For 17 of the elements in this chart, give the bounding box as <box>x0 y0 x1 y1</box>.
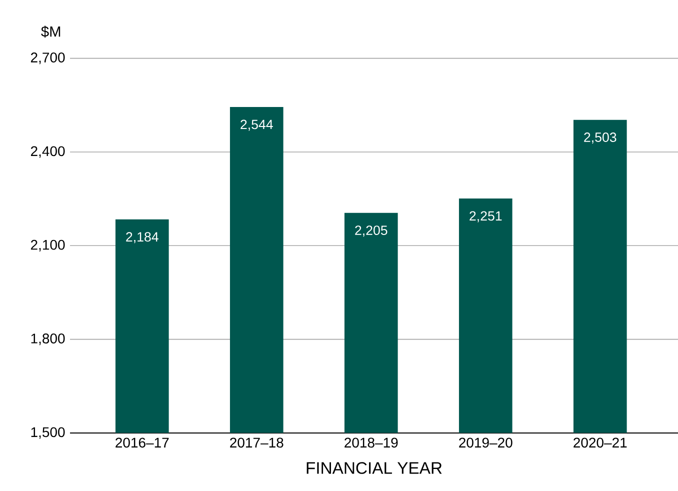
x-tick-label: 2018–19 <box>344 438 398 448</box>
x-tick-label: 2017–18 <box>230 438 284 448</box>
data-label: 2,251 <box>470 211 502 222</box>
data-label: 2,205 <box>355 226 388 237</box>
data-label: 2,184 <box>126 232 158 244</box>
y-tick-label: 1,500 <box>31 427 65 439</box>
y-tick-label: 1,800 <box>31 334 65 346</box>
data-label: 2,503 <box>584 132 616 144</box>
x-tick-label: 2016–17 <box>116 438 169 448</box>
x-tick-label: 2020–21 <box>574 438 627 448</box>
y-axis-title: $M <box>41 26 60 38</box>
y-tick-label: 2,400 <box>30 146 65 158</box>
data-label: 2,544 <box>240 120 273 131</box>
x-axis-title: FINANCIAL YEAR <box>306 462 442 474</box>
y-tick-label: 2,700 <box>30 52 65 64</box>
y-tick-label: 2,100 <box>30 240 65 252</box>
x-tick-label: 2019–20 <box>459 438 512 448</box>
